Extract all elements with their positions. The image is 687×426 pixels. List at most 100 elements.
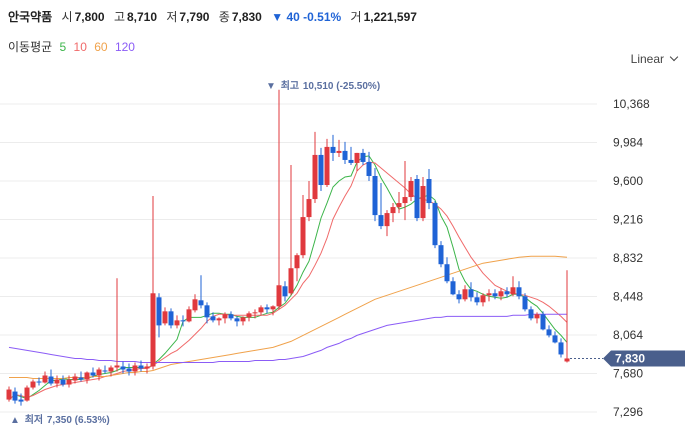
ma-5-label: 5 — [59, 40, 67, 54]
candle-body — [252, 312, 258, 314]
candle-body — [492, 293, 498, 297]
candle — [12, 387, 18, 404]
candle-body — [156, 297, 162, 326]
candle-body — [222, 314, 228, 319]
candle-body — [270, 306, 276, 310]
candle-body — [18, 399, 24, 402]
candle-body — [168, 311, 174, 326]
scale-selector[interactable]: Linear — [631, 52, 679, 66]
candle-body — [318, 154, 324, 186]
candle — [492, 289, 498, 300]
candle-body — [342, 150, 348, 160]
candle-body — [546, 329, 552, 336]
candle — [528, 306, 534, 321]
grid-lines — [0, 103, 597, 413]
candle — [480, 293, 486, 307]
candle-body — [474, 297, 480, 303]
open-value: 7,800 — [74, 10, 105, 24]
moving-average-lines — [8, 155, 568, 400]
candle — [174, 315, 180, 329]
moving-average-legend[interactable]: 이동평균 5 10 60 120 — [8, 38, 139, 55]
candle — [234, 316, 240, 327]
close-value: 7,830 — [231, 10, 262, 24]
candle — [330, 134, 336, 161]
candle-body — [540, 314, 546, 330]
candle-body — [234, 318, 240, 322]
candle — [444, 257, 450, 284]
candle — [318, 147, 324, 192]
candle-body — [306, 199, 312, 218]
candle-body — [30, 381, 36, 388]
candle — [510, 276, 516, 297]
candle-body — [132, 365, 138, 372]
candle-body — [384, 213, 390, 227]
candle-body — [192, 299, 198, 311]
candle — [168, 308, 174, 329]
y-tick-label: 10,368 — [613, 97, 650, 111]
svg-text:▼ 최고 10,510 (-25.5: ▼ 최고 10,510 (-25.50%) — [266, 79, 380, 92]
candle — [408, 176, 414, 202]
candle — [78, 371, 84, 382]
min-marker: ▲ — [10, 415, 20, 426]
candle — [456, 290, 462, 304]
current-price-badge-shape — [603, 350, 685, 367]
high-value: 8,710 — [126, 10, 158, 24]
ma-10-line — [8, 161, 568, 400]
candle — [222, 312, 228, 324]
candle-body — [414, 178, 420, 219]
candle-body — [174, 320, 180, 326]
candle-body — [150, 293, 156, 367]
max-label: 최고 — [281, 79, 299, 92]
candle — [306, 181, 312, 222]
candle — [486, 289, 492, 302]
candle — [258, 305, 264, 316]
candle — [228, 311, 234, 321]
candle — [138, 360, 144, 372]
candle-body — [360, 152, 366, 162]
candle — [96, 367, 102, 381]
candle-body — [288, 268, 294, 294]
candle — [144, 363, 150, 374]
candle-body — [114, 365, 120, 368]
candle — [426, 168, 432, 210]
candle-body — [528, 309, 534, 319]
candle-body — [390, 207, 396, 214]
candle — [384, 210, 390, 237]
candle-body — [24, 387, 30, 401]
candle — [282, 281, 288, 302]
candle — [354, 152, 360, 171]
candle — [342, 141, 348, 164]
y-tick-label: 9,216 — [613, 213, 643, 227]
candle — [558, 338, 564, 358]
candle — [438, 241, 444, 268]
candle-body — [258, 307, 264, 313]
max-marker: ▼ — [266, 81, 276, 92]
candle — [348, 146, 354, 165]
candle-body — [246, 313, 252, 318]
candle — [198, 275, 204, 309]
change-value: 40 — [286, 10, 300, 24]
candle-body — [264, 307, 270, 310]
candle — [516, 281, 522, 300]
svg-text:▲ 최저 7,350 (6.53%): ▲ 최저 7,350 (6.53%) — [10, 413, 110, 426]
max-text: 10,510 (-25.50%) — [303, 81, 380, 92]
change-down-icon: ▼ — [271, 10, 284, 24]
candle — [534, 312, 540, 324]
candle-body — [216, 318, 222, 321]
candle — [378, 183, 384, 230]
candle — [150, 196, 156, 370]
moving-average-label: 이동평균 — [8, 40, 53, 54]
candle — [210, 312, 216, 323]
candle — [312, 131, 318, 204]
candle — [114, 278, 120, 372]
candle-body — [516, 287, 522, 297]
y-tick-label: 7,680 — [613, 367, 643, 381]
current-price-badge: 7,830 — [603, 350, 685, 367]
candle-body — [54, 379, 60, 384]
candle-body — [276, 285, 282, 307]
candle-body — [504, 291, 510, 295]
candle — [186, 306, 192, 323]
candle — [546, 325, 552, 338]
min-annotation: ▲ 최저 7,350 (6.53%) — [10, 413, 110, 426]
